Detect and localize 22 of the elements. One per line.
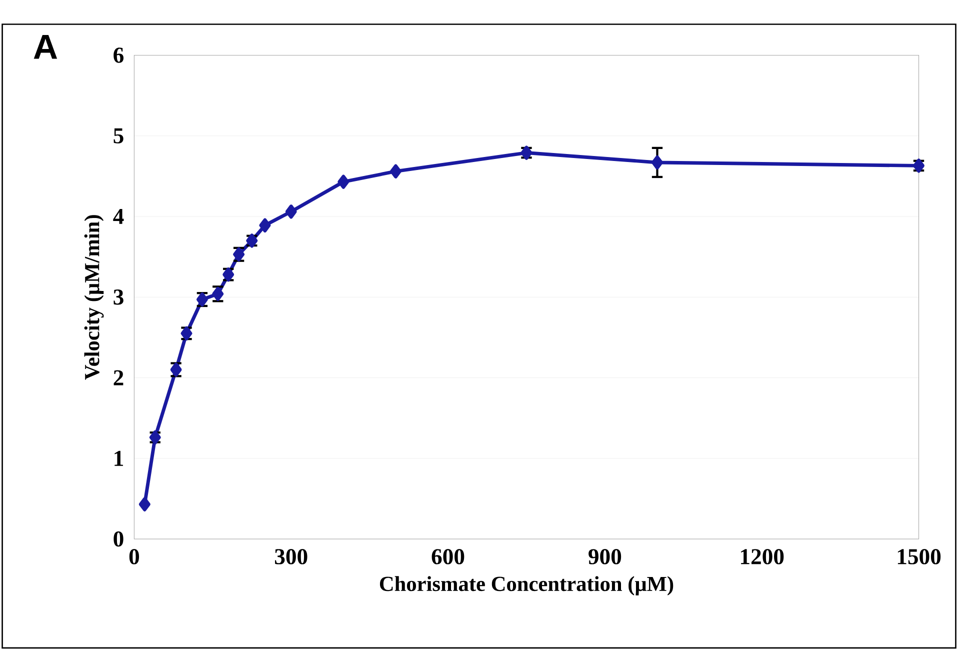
- point: [338, 174, 350, 189]
- y-tick-label: 6: [114, 48, 124, 63]
- point: [285, 204, 297, 219]
- y-axis-title: Velocity (μM/min): [84, 215, 104, 380]
- y-tick-label: 2: [114, 370, 124, 386]
- x-axis-title: Chorismate Concentration (μM): [380, 576, 674, 596]
- y-tick-label: 5: [114, 128, 124, 144]
- x-tick-label: 1500: [898, 548, 941, 564]
- x-tick-label: 0: [129, 548, 140, 564]
- x-tick-label: 900: [588, 548, 622, 564]
- point: [652, 155, 663, 170]
- point: [259, 218, 271, 232]
- x-tick-label: 1200: [741, 548, 784, 564]
- point: [390, 164, 402, 178]
- x-tick-label: 600: [432, 548, 464, 564]
- point: [138, 497, 150, 512]
- y-tick-label: 1: [114, 450, 123, 466]
- x-tick-label: 300: [274, 548, 308, 564]
- text: A: [34, 34, 58, 59]
- y-tick-label: 0: [114, 531, 124, 547]
- y-tick-label: 4: [113, 208, 124, 224]
- y-tick-label: 3: [114, 289, 124, 305]
